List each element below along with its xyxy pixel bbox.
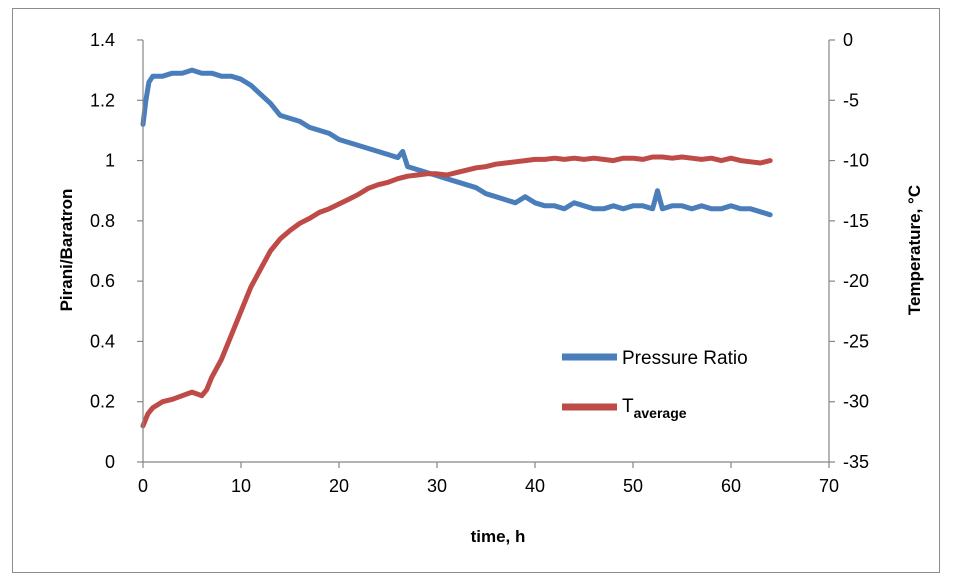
- y-right-tick-label: -5: [843, 90, 859, 110]
- y-left-tick-label: 1: [105, 151, 115, 171]
- y-left-tick-label: 0.2: [90, 392, 115, 412]
- y-left-tick-label: 1.2: [90, 90, 115, 110]
- legend: Pressure Ratio Taverage: [562, 348, 748, 421]
- x-tick-label: 60: [721, 476, 741, 496]
- series-line-pressure-ratio: [140, 67, 773, 218]
- y-right-tick-label: -30: [843, 392, 869, 412]
- y-left-tick-label: 0.8: [90, 211, 115, 231]
- y-right-tick-label: -20: [843, 271, 869, 291]
- y-right-tick-label: -35: [843, 452, 869, 472]
- y-left-tick-label: 0.6: [90, 271, 115, 291]
- y-left-tick-label: 0.4: [90, 331, 115, 351]
- x-tick-label: 0: [138, 476, 148, 496]
- legend-label-pressure-ratio: Pressure Ratio: [622, 348, 748, 369]
- y-right-tick-label: -10: [843, 151, 869, 171]
- chart-frame: [12, 8, 940, 573]
- x-tick-label: 50: [623, 476, 643, 496]
- x-tick-label: 30: [427, 476, 447, 496]
- x-tick-label: 10: [231, 476, 251, 496]
- legend-label-taverage-main: T: [622, 396, 634, 417]
- x-tick-label: 40: [525, 476, 545, 496]
- y-axis-left-label: Pirani/Baratron: [57, 189, 76, 312]
- x-axis-label: time, h: [471, 527, 526, 546]
- x-tick-label: 70: [819, 476, 839, 496]
- y-right-tick-label: -15: [843, 211, 869, 231]
- legend-label-taverage-sub: average: [634, 405, 687, 421]
- y-left-tick-label: 1.4: [90, 30, 115, 50]
- series-line-taverage: [140, 154, 773, 429]
- y-right-tick-label: -25: [843, 331, 869, 351]
- y-axis-right-label: Temperature, °C: [905, 185, 924, 315]
- legend-label-taverage: Taverage: [622, 396, 687, 421]
- x-tick-label: 20: [329, 476, 349, 496]
- y-left-tick-label: 0: [105, 452, 115, 472]
- y-right-tick-label: 0: [843, 30, 853, 50]
